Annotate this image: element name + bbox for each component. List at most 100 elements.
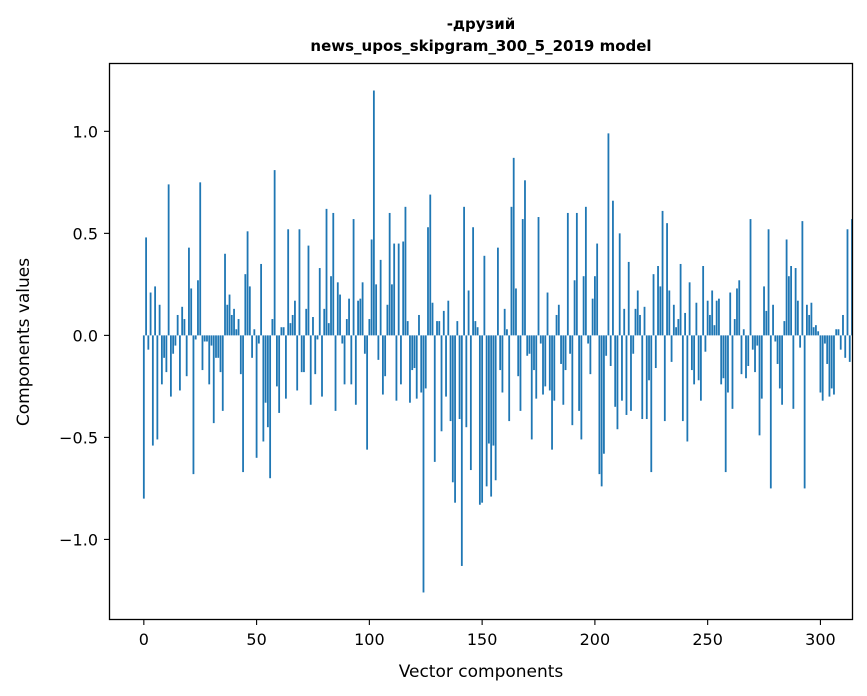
bar-73 [307, 245, 310, 336]
bar-169 [524, 180, 526, 336]
bar-49 [253, 329, 256, 336]
bar-14 [174, 335, 177, 346]
bar-306 [833, 335, 835, 395]
bar-117 [406, 321, 409, 336]
bar-71 [303, 335, 305, 373]
bar-296 [810, 302, 813, 336]
bar-24 [197, 280, 199, 336]
bar-58 [273, 170, 276, 336]
bar-243 [690, 335, 693, 371]
bar-46 [246, 231, 249, 336]
bar-100 [368, 319, 371, 336]
x-tick-label: 0 [139, 630, 149, 649]
bar-152 [485, 335, 488, 487]
bar-64 [287, 229, 290, 336]
bar-154 [490, 335, 493, 497]
bar-205 [605, 335, 608, 356]
bar-150 [481, 335, 484, 503]
bar-137 [451, 335, 454, 483]
bar-250 [706, 300, 709, 336]
bar-210 [616, 335, 619, 430]
bar-287 [790, 266, 793, 336]
bar-167 [519, 335, 522, 411]
x-tick-label: 200 [580, 630, 611, 649]
bar-103 [375, 284, 378, 336]
bar-37 [226, 304, 229, 336]
bar-97 [361, 282, 364, 336]
bar-26 [201, 335, 204, 371]
bar-72 [305, 308, 308, 336]
bar-16 [179, 335, 181, 391]
bar-4 [151, 335, 154, 446]
bar-141 [460, 335, 463, 566]
bar-218 [634, 308, 637, 336]
bar-91 [348, 298, 350, 336]
bar-131 [438, 321, 441, 336]
bar-138 [454, 335, 456, 503]
bar-124 [422, 335, 425, 593]
bar-290 [796, 300, 799, 336]
bar-136 [449, 335, 452, 422]
bar-33 [217, 335, 220, 358]
bar-23 [194, 335, 197, 340]
bar-70 [300, 335, 303, 373]
bar-299 [817, 331, 820, 336]
bar-61 [280, 327, 283, 336]
x-axis-ticks: 0 50 100 150 200 250 300 [139, 619, 836, 649]
bar-84 [332, 212, 335, 336]
bar-263 [736, 288, 738, 336]
bar-260 [729, 292, 732, 336]
bar-288 [792, 335, 795, 409]
bar-279 [772, 304, 774, 336]
bar-219 [636, 290, 639, 336]
bar-122 [418, 314, 420, 336]
bar-276 [765, 310, 768, 336]
bar-96 [359, 298, 362, 336]
bar-94 [354, 335, 357, 405]
bar-281 [776, 335, 779, 364]
bar-149 [478, 335, 481, 505]
bar-55 [266, 335, 269, 428]
bar-295 [808, 314, 811, 336]
bar-232 [666, 223, 668, 336]
bar-32 [215, 335, 217, 358]
bar-199 [591, 298, 594, 336]
y-tick-label: −1.0 [59, 530, 98, 549]
bar-308 [837, 329, 840, 336]
bar-229 [659, 286, 662, 336]
bar-168 [521, 219, 524, 336]
bar-62 [282, 327, 285, 336]
bar-264 [738, 280, 741, 336]
bar-130 [436, 321, 438, 336]
bar-246 [697, 335, 700, 381]
bar-78 [318, 268, 321, 336]
bar-302 [824, 335, 826, 344]
bar-51 [257, 335, 260, 344]
bar-87 [339, 294, 341, 336]
bar-93 [352, 219, 355, 336]
bar-116 [404, 206, 407, 336]
bar-109 [388, 212, 391, 336]
bar-313 [848, 335, 851, 362]
bar-194 [580, 335, 583, 440]
bar-266 [742, 329, 745, 336]
bar-121 [415, 335, 418, 399]
bar-35 [221, 335, 224, 411]
bar-34 [219, 335, 222, 373]
bar-140 [458, 335, 461, 420]
bar-112 [395, 335, 398, 401]
bar-21 [190, 288, 193, 336]
bar-95 [357, 300, 359, 336]
bar-231 [663, 335, 666, 422]
bar-79 [321, 335, 323, 397]
bar-245 [695, 302, 698, 336]
bar-157 [497, 247, 499, 336]
bar-258 [724, 335, 727, 473]
bar-142 [463, 206, 465, 336]
bar-301 [821, 335, 824, 401]
bar-254 [715, 300, 718, 336]
bar-160 [503, 308, 506, 336]
x-tick-label: 100 [354, 630, 385, 649]
bar-186 [562, 335, 565, 405]
bar-224 [648, 335, 650, 381]
